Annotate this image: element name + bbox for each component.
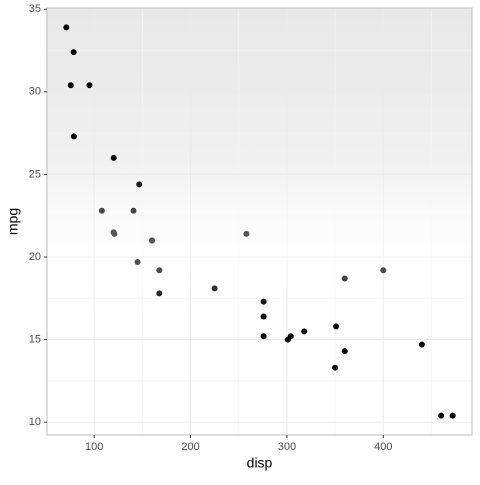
- y-tick-label: 20: [29, 251, 41, 263]
- axes: 100 200 300 400 10 15 20 25 30 35: [29, 3, 393, 453]
- x-tick-label: 300: [278, 441, 296, 453]
- x-tick-label: 400: [374, 441, 392, 453]
- panel-border: [46, 7, 473, 436]
- y-tick-label: 10: [29, 416, 41, 428]
- y-axis-title: mpg: [5, 208, 21, 235]
- x-axis-title: disp: [247, 455, 273, 471]
- y-tick-label: 30: [29, 86, 41, 98]
- y-tick-label: 15: [29, 334, 41, 346]
- panel-shade: [47, 8, 472, 435]
- y-tick-label: 25: [29, 168, 41, 180]
- x-tick-label: 200: [181, 441, 199, 453]
- y-tick-label: 35: [29, 3, 41, 15]
- x-tick-label: 100: [85, 441, 103, 453]
